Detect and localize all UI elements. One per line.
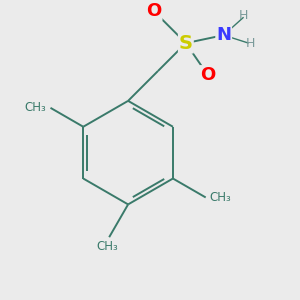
Text: CH₃: CH₃ [25, 101, 46, 114]
Text: O: O [146, 2, 162, 20]
Text: CH₃: CH₃ [210, 191, 231, 204]
Text: S: S [179, 34, 193, 52]
Text: CH₃: CH₃ [96, 240, 118, 253]
Text: H: H [246, 37, 255, 50]
Text: H: H [239, 9, 248, 22]
Text: N: N [216, 26, 231, 44]
Text: O: O [200, 66, 215, 84]
